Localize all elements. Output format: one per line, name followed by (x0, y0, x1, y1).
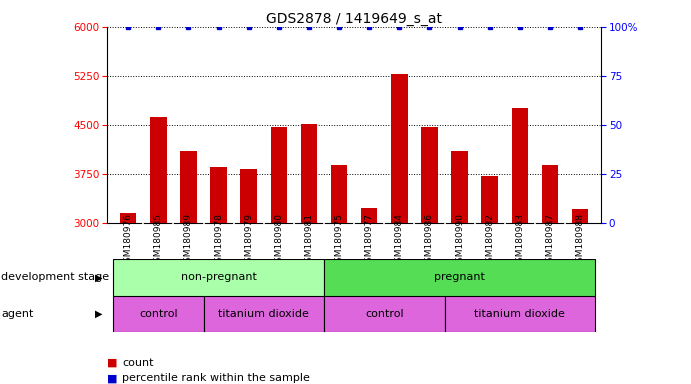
Text: development stage: development stage (1, 272, 109, 283)
Bar (180, 151, 197, 223)
Text: ▶: ▶ (95, 272, 102, 283)
Text: GSM180985: GSM180985 (154, 214, 163, 268)
Text: GSM180983: GSM180983 (515, 214, 524, 268)
Text: GSM180977: GSM180977 (365, 214, 374, 268)
Bar (113, 296, 204, 332)
Text: GSM180988: GSM180988 (576, 214, 585, 268)
Bar (210, 167, 227, 223)
Bar (113, 259, 324, 296)
Text: control: control (365, 309, 404, 319)
Bar (422, 127, 437, 223)
Text: ■: ■ (107, 358, 117, 368)
Text: titanium dioxide: titanium dioxide (218, 309, 309, 319)
Text: GSM180987: GSM180987 (545, 214, 554, 268)
Text: non-pregnant: non-pregnant (180, 272, 256, 283)
Text: GSM180975: GSM180975 (334, 214, 343, 268)
Text: ■: ■ (107, 373, 117, 383)
Text: GSM180980: GSM180980 (274, 214, 283, 268)
Bar (451, 151, 468, 223)
Bar (240, 169, 257, 223)
Bar (361, 208, 377, 223)
Bar (324, 296, 444, 332)
Bar (271, 127, 287, 223)
Text: GSM180984: GSM180984 (395, 214, 404, 268)
Text: GSM180978: GSM180978 (214, 214, 223, 268)
Text: GSM180979: GSM180979 (244, 214, 253, 268)
Text: agent: agent (1, 309, 34, 319)
Text: ▶: ▶ (95, 309, 102, 319)
Bar (331, 165, 348, 223)
Text: GSM180990: GSM180990 (455, 214, 464, 268)
Bar (444, 296, 595, 332)
Bar (511, 109, 528, 223)
Bar (301, 124, 317, 223)
Text: GSM180981: GSM180981 (305, 214, 314, 268)
Text: titanium dioxide: titanium dioxide (475, 309, 565, 319)
Bar (542, 165, 558, 223)
Text: percentile rank within the sample: percentile rank within the sample (122, 373, 310, 383)
Bar (324, 259, 595, 296)
Text: pregnant: pregnant (434, 272, 485, 283)
Bar (150, 117, 167, 223)
Text: GSM180982: GSM180982 (485, 214, 494, 268)
Text: GSM180986: GSM180986 (425, 214, 434, 268)
Text: count: count (122, 358, 154, 368)
Text: GSM180989: GSM180989 (184, 214, 193, 268)
Text: GSM180976: GSM180976 (124, 214, 133, 268)
Text: control: control (139, 309, 178, 319)
Bar (204, 296, 324, 332)
Title: GDS2878 / 1419649_s_at: GDS2878 / 1419649_s_at (266, 12, 442, 26)
Bar (120, 213, 137, 223)
Bar (391, 74, 408, 223)
Bar (482, 176, 498, 223)
Bar (571, 209, 588, 223)
